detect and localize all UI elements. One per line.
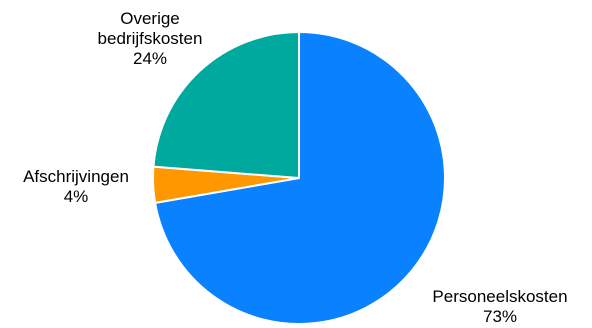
slice-label-afschrijvingen-name: Afschrijvingen bbox=[23, 167, 129, 186]
slice-value-personeelskosten: 73% bbox=[482, 307, 518, 326]
slice-label-personeelskosten: Personeelskosten 73% bbox=[410, 287, 590, 327]
slice-value-overige: 24% bbox=[132, 49, 168, 68]
slice-label-overige-line2: bedrijfskosten bbox=[97, 29, 203, 48]
slice-label-afschrijvingen: Afschrijvingen 4% bbox=[6, 167, 146, 207]
slice-value-afschrijvingen: 4% bbox=[63, 187, 89, 206]
pie-slice-personeelskosten bbox=[154, 31, 446, 325]
slice-label-overige-bedrijfskosten: Overige bedrijfskosten 24% bbox=[90, 9, 210, 69]
pie-slice-overige-bedrijfskosten bbox=[152, 31, 300, 179]
slice-label-personeelskosten-name: Personeelskosten bbox=[432, 287, 568, 306]
slice-label-overige-line1: Overige bbox=[120, 9, 180, 28]
